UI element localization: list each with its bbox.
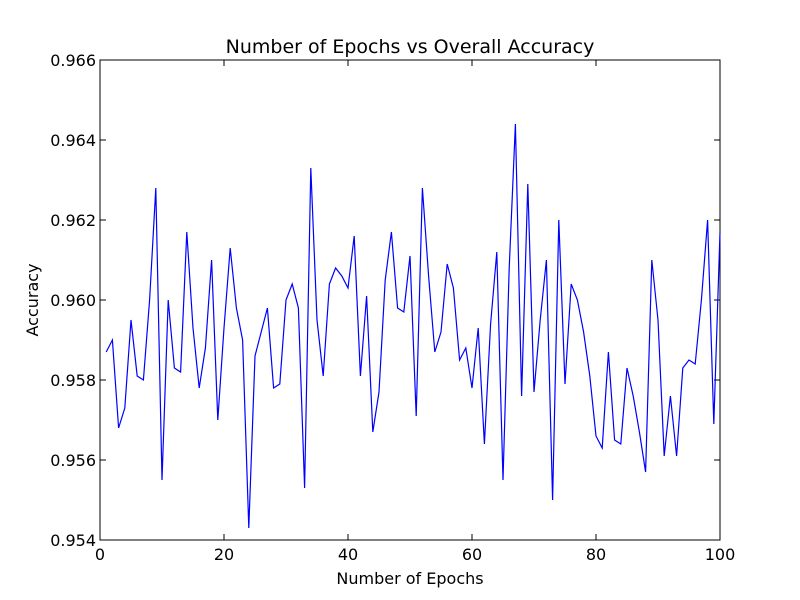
y-tick-label: 0.954 xyxy=(50,531,96,550)
x-axis-label: Number of Epochs xyxy=(336,569,483,588)
x-tick-label: 40 xyxy=(338,545,358,564)
y-tick-label: 0.964 xyxy=(50,131,96,150)
chart-title: Number of Epochs vs Overall Accuracy xyxy=(226,36,595,58)
y-tick-label: 0.962 xyxy=(50,211,96,230)
x-tick-label: 0 xyxy=(95,545,105,564)
x-axis: 0 20 40 60 80 100 xyxy=(95,60,735,564)
y-tick-label: 0.960 xyxy=(50,291,96,310)
x-tick-label: 80 xyxy=(586,545,606,564)
x-tick-label: 20 xyxy=(214,545,234,564)
y-axis: 0.954 0.956 0.958 0.960 0.962 0.964 0.966 xyxy=(50,51,720,550)
y-axis-label: Accuracy xyxy=(23,263,42,336)
y-tick-label: 0.966 xyxy=(50,51,96,70)
accuracy-series-line xyxy=(105,123,721,529)
x-tick-label: 100 xyxy=(705,545,736,564)
plot-area xyxy=(99,59,721,541)
y-tick-label: 0.958 xyxy=(50,371,96,390)
x-tick-label: 60 xyxy=(462,545,482,564)
y-tick-label: 0.956 xyxy=(50,451,96,470)
